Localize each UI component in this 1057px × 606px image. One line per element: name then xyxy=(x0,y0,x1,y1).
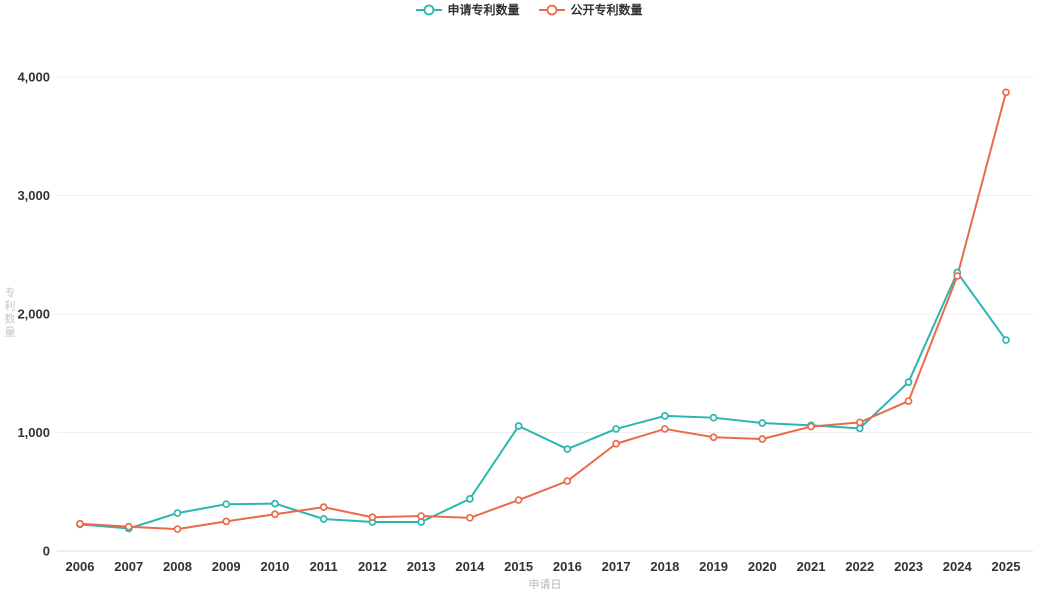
x-tick-label-2009: 2009 xyxy=(212,559,241,574)
data-point-patent-publications-2021[interactable] xyxy=(807,422,815,431)
data-point-patent-applications-2020[interactable] xyxy=(758,419,767,427)
legend: 申请专利数量 公开专利数量 xyxy=(414,3,643,17)
x-tick-label-2010: 2010 xyxy=(260,559,289,574)
data-point-patent-publications-2009[interactable] xyxy=(222,517,231,526)
data-point-patent-publications-2022[interactable] xyxy=(855,418,864,427)
data-point-patent-publications-2010[interactable] xyxy=(271,510,279,519)
data-point-patent-applications-2016[interactable] xyxy=(563,445,572,453)
x-tick-label-2008: 2008 xyxy=(163,559,192,574)
y-tick-label-0: 0 xyxy=(43,544,50,559)
y-axis-title: 专利数量 xyxy=(3,287,15,339)
data-point-patent-publications-2008[interactable] xyxy=(173,525,182,533)
data-point-patent-publications-2011[interactable] xyxy=(319,503,328,512)
x-tick-label-2021: 2021 xyxy=(797,559,826,574)
data-point-patent-applications-2015[interactable] xyxy=(514,422,523,430)
data-point-patent-publications-2012[interactable] xyxy=(368,513,377,522)
series-line-patent-applications xyxy=(79,271,1007,530)
data-point-patent-applications-2017[interactable] xyxy=(612,425,620,433)
data-point-patent-applications-2023[interactable] xyxy=(904,378,913,386)
x-tick-label-2007: 2007 xyxy=(114,559,143,574)
data-point-patent-applications-2025[interactable] xyxy=(1002,336,1010,344)
y-tick-label-4000: 4,000 xyxy=(17,70,50,85)
series-line-patent-publications xyxy=(79,91,1007,531)
data-point-patent-publications-2006[interactable] xyxy=(76,519,84,528)
data-point-patent-publications-2024[interactable] xyxy=(953,272,962,280)
x-tick-label-2015: 2015 xyxy=(504,559,533,574)
x-tick-label-2012: 2012 xyxy=(358,559,387,574)
data-point-patent-publications-2013[interactable] xyxy=(417,512,426,520)
x-tick-label-2016: 2016 xyxy=(553,559,582,574)
x-tick-label-2019: 2019 xyxy=(699,559,728,574)
y-tick-label-1000: 1,000 xyxy=(17,425,50,440)
line-circle-marker-icon xyxy=(538,4,565,16)
x-tick-label-2025: 2025 xyxy=(992,559,1021,574)
data-point-patent-applications-2009[interactable] xyxy=(222,500,231,509)
data-point-patent-applications-2019[interactable] xyxy=(709,413,718,422)
data-point-patent-publications-2019[interactable] xyxy=(709,433,718,442)
legend-label-patent-publications: 公开专利数量 xyxy=(570,3,643,17)
data-point-patent-applications-2014[interactable] xyxy=(466,495,474,503)
x-tick-label-2011: 2011 xyxy=(310,559,338,574)
data-point-patent-publications-2014[interactable] xyxy=(466,513,474,522)
data-point-patent-applications-2011[interactable] xyxy=(319,515,328,523)
data-point-patent-applications-2008[interactable] xyxy=(173,509,182,517)
x-tick-label-2020: 2020 xyxy=(748,559,777,574)
legend-item-patent-applications[interactable]: 申请专利数量 xyxy=(414,3,520,17)
data-point-patent-publications-2023[interactable] xyxy=(904,397,913,405)
data-point-patent-publications-2015[interactable] xyxy=(514,496,523,504)
x-tick-label-2006: 2006 xyxy=(66,559,95,574)
line-circle-marker-icon xyxy=(415,4,442,16)
x-tick-label-2017: 2017 xyxy=(602,559,631,574)
x-tick-label-2023: 2023 xyxy=(894,559,923,574)
x-tick-label-2024: 2024 xyxy=(943,559,973,574)
legend-label-patent-applications: 申请专利数量 xyxy=(447,3,520,17)
x-axis-title: 申请日 xyxy=(528,579,562,591)
data-point-patent-publications-2017[interactable] xyxy=(612,439,620,448)
x-tick-label-2014: 2014 xyxy=(455,559,485,574)
x-tick-label-2013: 2013 xyxy=(407,559,436,574)
y-tick-label-3000: 3,000 xyxy=(17,188,50,203)
data-point-patent-applications-2010[interactable] xyxy=(271,499,279,508)
data-point-patent-publications-2007[interactable] xyxy=(124,522,133,531)
x-tick-label-2018: 2018 xyxy=(650,559,679,574)
legend-item-patent-publications[interactable]: 公开专利数量 xyxy=(538,3,643,17)
x-tick-label-2022: 2022 xyxy=(845,559,874,574)
data-point-patent-publications-2016[interactable] xyxy=(563,477,572,485)
data-point-patent-publications-2020[interactable] xyxy=(758,435,767,443)
y-tick-label-2000: 2,000 xyxy=(17,307,50,322)
data-point-patent-publications-2025[interactable] xyxy=(1002,88,1010,97)
data-point-patent-applications-2018[interactable] xyxy=(660,412,669,420)
data-point-patent-publications-2018[interactable] xyxy=(660,425,669,433)
